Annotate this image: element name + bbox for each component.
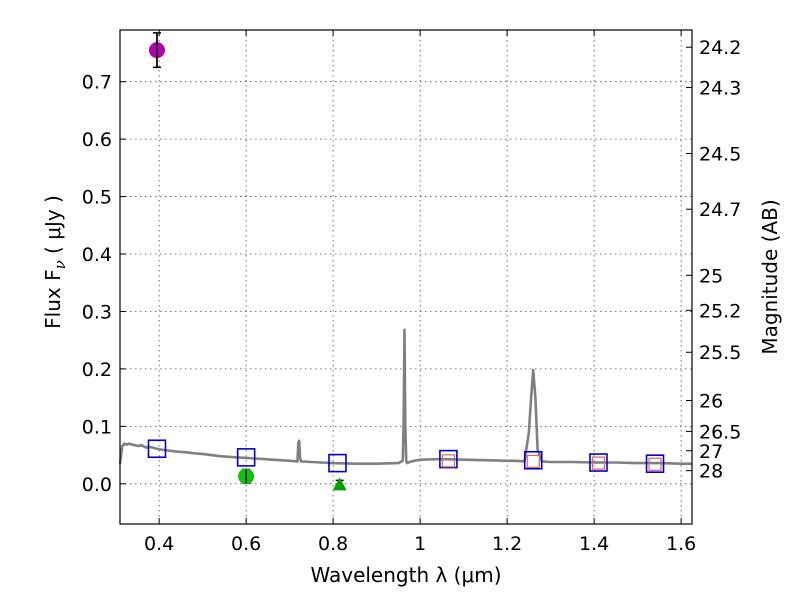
right-tick-label: 27 [699,441,723,463]
x-tick-label: 0.6 [231,533,261,555]
right-tick-label: 24.7 [699,199,741,221]
y-tick-label: 0.2 [82,359,112,381]
x-tick-label: 1 [414,533,426,555]
right-tick-label: 24.2 [699,37,741,59]
right-tick-label: 25.5 [699,342,741,364]
y-tick-label: 0.7 [82,72,112,94]
model-photometry-square [328,453,347,473]
observed-square [526,454,540,468]
model-photometry-square [147,439,167,459]
right-tick-label: 26 [699,391,723,413]
x-tick-label: 1.4 [579,533,609,555]
x-axis-label: Wavelength λ (μm) [310,563,501,587]
y-tick-label: 0.4 [82,244,112,266]
x-tick-label: 1.2 [492,533,522,555]
ticks: 0.4 0.6 0.8 1 1.2 1.4 1.6 0.0 0.1 0.2 0.3 0.4 0.5 0.6… [82,30,741,555]
right-tick-label: 28 [699,461,723,483]
data-point-triangle [332,477,347,491]
spectrum-line [118,328,692,466]
plot-frame [119,29,693,525]
x-tick-label: 0.4 [144,533,174,555]
model-photometry-square [645,454,665,473]
data-series [118,32,692,491]
model-photometry-square [589,453,608,472]
y-tick-label: 0.1 [82,416,112,438]
model-photometry-square [236,448,256,467]
y-tick-label: 0.5 [82,187,112,209]
right-tick-label: 25 [699,265,723,287]
y-axis-label-main: Flux F [41,269,65,328]
observed-square [441,454,456,468]
right-tick-label: 24.3 [699,77,741,99]
model-photometry-square [439,449,458,469]
y-tick-label: 0.0 [82,474,112,496]
observed-square [648,457,662,471]
x-tick-label: 0.8 [318,533,348,555]
y-tick-label: 0.6 [82,129,112,151]
right-tick-label: 25.2 [699,300,741,322]
y-tick-label: 0.3 [82,301,112,323]
model-photometry-square [523,450,543,470]
observed-square [591,456,606,470]
right-axis-label: Magnitude (AB) [758,199,782,354]
right-tick-label: 26.5 [699,421,741,443]
y-axis-label-subscript: ν [51,260,69,269]
x-tick-label: 1.6 [666,533,696,555]
right-tick-label: 24.5 [699,144,741,166]
y-axis-label-unit: ( μJy ) [41,195,65,260]
y-axis-label: Flux Fν ( μJy ) [41,195,69,329]
